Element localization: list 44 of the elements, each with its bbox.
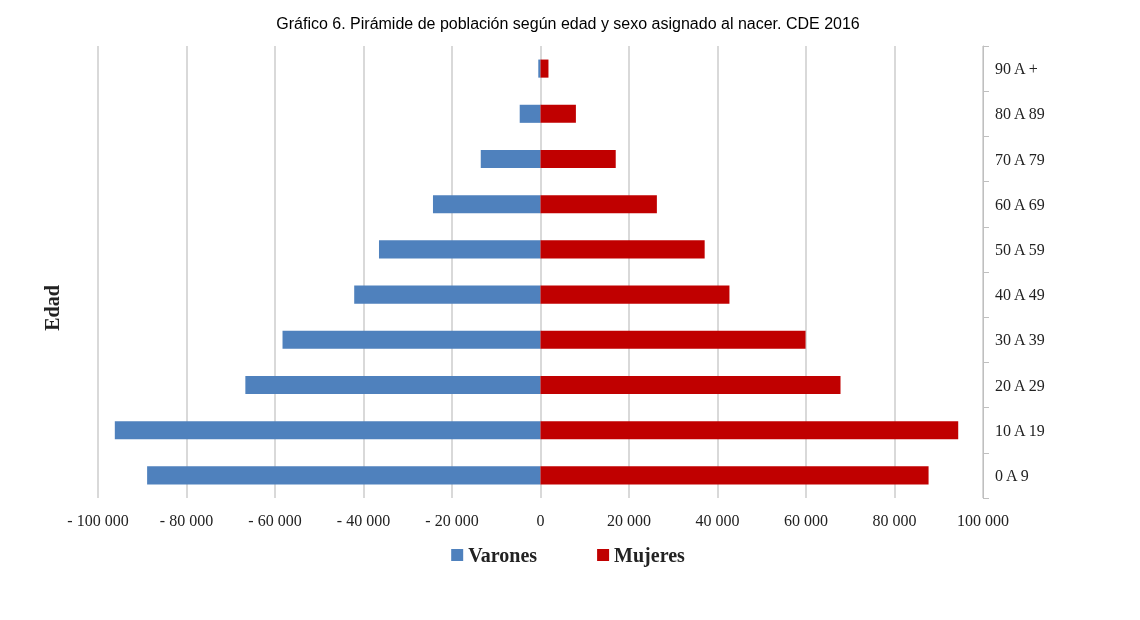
bar	[538, 59, 541, 78]
x-tick-label: - 20 000	[425, 511, 479, 529]
bar	[147, 466, 541, 485]
bar	[354, 285, 541, 304]
y-tick-label: 10 A 19	[995, 421, 1045, 439]
y-tick-label: 60 A 69	[995, 195, 1045, 213]
bar	[540, 240, 705, 259]
bar	[519, 104, 541, 123]
bar	[480, 149, 541, 169]
x-tick-label: 20 000	[607, 511, 651, 529]
y-tick-label: 90 A +	[995, 60, 1038, 78]
bar	[540, 285, 730, 304]
x-tick-label: 40 000	[695, 511, 740, 529]
x-tick-label: 60 000	[784, 511, 828, 529]
x-tick-label: 80 000	[872, 511, 917, 529]
bar	[540, 330, 806, 349]
x-tick-label: 0	[536, 511, 545, 529]
x-tick-label: 100 000	[957, 511, 1009, 529]
legend-label: Mujeres	[614, 544, 686, 567]
bar	[540, 104, 576, 123]
y-tick-label: 80 A 89	[995, 105, 1045, 123]
bar	[540, 421, 959, 440]
bar	[540, 375, 841, 395]
legend-label: Varones	[468, 544, 538, 566]
bar	[540, 149, 616, 169]
y-tick-label: 40 A 49	[995, 286, 1045, 304]
x-tick-label: - 100 000	[67, 511, 129, 529]
bar	[540, 466, 929, 485]
y-tick-label: 70 A 79	[995, 150, 1045, 168]
y-tick-label: 50 A 59	[995, 240, 1045, 258]
bar	[432, 195, 541, 214]
y-tick-label: 0 A 9	[995, 466, 1029, 484]
y-tick-label: 20 A 29	[995, 376, 1045, 394]
x-tick-label: - 80 000	[159, 511, 214, 529]
bar	[245, 375, 541, 395]
bar	[540, 195, 657, 214]
y-tick-label: 30 A 39	[995, 331, 1045, 349]
chart-title: Gráfico 6. Pirámide de población según edad y sexo asignado al nacer. CDE 2016	[276, 14, 860, 32]
bar	[114, 421, 541, 440]
x-tick-label: - 40 000	[336, 511, 391, 529]
bar	[378, 240, 541, 259]
y-axis-title: Edad	[41, 285, 63, 331]
bar	[282, 330, 541, 349]
x-tick-label: - 60 000	[248, 511, 302, 529]
